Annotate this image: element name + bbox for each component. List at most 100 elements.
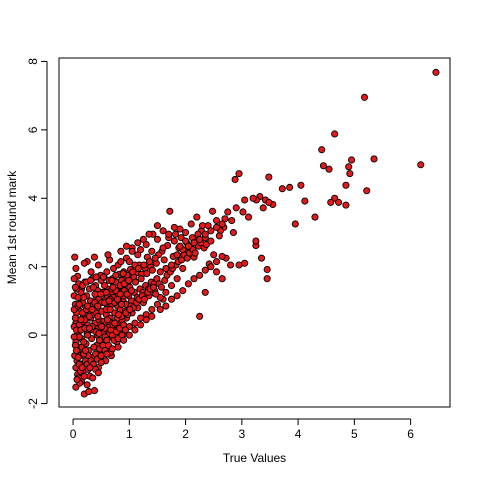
data-point	[71, 253, 79, 261]
data-point	[73, 376, 81, 384]
data-point	[241, 259, 249, 267]
data-point	[342, 181, 350, 189]
data-point	[417, 161, 425, 169]
data-point	[207, 227, 215, 235]
data-point	[235, 170, 243, 178]
data-point	[363, 187, 371, 195]
data-point	[131, 326, 139, 334]
data-point	[162, 264, 170, 272]
data-point	[125, 258, 133, 266]
data-point	[80, 338, 88, 346]
data-point	[232, 204, 240, 212]
data-point	[346, 170, 354, 178]
data-point	[81, 346, 89, 355]
data-point	[86, 364, 94, 372]
y-axis-title: Mean 1st round mark	[5, 170, 19, 284]
data-point	[345, 163, 353, 171]
data-point	[210, 251, 218, 259]
data-point	[239, 208, 247, 216]
data-point	[191, 249, 199, 257]
data-point	[196, 312, 204, 320]
data-point	[311, 213, 319, 221]
x-tick-label: 5	[351, 427, 358, 441]
data-point	[187, 220, 195, 228]
data-point	[265, 198, 273, 206]
data-point	[77, 316, 85, 324]
data-point	[170, 223, 178, 231]
data-point	[102, 288, 110, 296]
x-tick-label: 3	[238, 427, 245, 441]
data-point	[90, 253, 98, 261]
data-point	[85, 324, 93, 332]
data-point	[116, 290, 124, 298]
data-point	[137, 275, 145, 283]
data-point	[196, 271, 204, 279]
data-point	[360, 93, 369, 101]
data-point	[201, 230, 209, 238]
data-point	[148, 305, 156, 314]
data-point	[153, 222, 161, 230]
x-tick-label: 0	[70, 427, 77, 441]
data-point	[249, 194, 257, 202]
data-point	[99, 273, 107, 281]
data-point	[227, 261, 235, 269]
data-point	[241, 196, 249, 204]
data-point	[265, 173, 273, 181]
data-point	[125, 276, 133, 284]
data-point	[331, 130, 339, 138]
y-tick-label: 4	[26, 195, 40, 202]
data-point	[74, 353, 82, 361]
data-point	[335, 198, 343, 206]
data-point	[105, 297, 113, 305]
data-point	[126, 305, 134, 314]
data-point	[228, 216, 236, 225]
data-point	[159, 227, 167, 235]
data-point	[171, 230, 180, 238]
data-point	[146, 258, 154, 266]
data-point	[90, 387, 98, 395]
data-point	[108, 276, 116, 284]
data-point	[103, 268, 111, 276]
data-point	[128, 247, 136, 255]
data-point	[152, 290, 160, 298]
data-point	[173, 251, 181, 259]
data-point	[140, 261, 148, 269]
x-tick-label: 2	[182, 427, 189, 441]
x-tick-label: 1	[126, 427, 133, 441]
data-point	[121, 326, 129, 334]
data-point	[259, 204, 267, 212]
data-point	[156, 305, 164, 314]
data-point	[166, 207, 174, 215]
data-point	[347, 156, 356, 164]
data-point	[370, 155, 378, 163]
data-point	[142, 316, 150, 324]
data-point	[88, 305, 96, 314]
data-point	[278, 185, 286, 193]
data-point	[173, 275, 181, 283]
data-point	[104, 251, 112, 259]
data-point	[167, 295, 176, 303]
data-point	[190, 239, 198, 247]
x-axis-title: True Values	[223, 451, 286, 465]
data-point	[119, 270, 127, 278]
data-point	[291, 220, 299, 228]
data-point	[157, 283, 165, 291]
data-point	[109, 283, 117, 291]
data-point	[103, 316, 111, 324]
data-point	[190, 275, 198, 283]
data-point	[70, 275, 78, 283]
data-point	[129, 268, 137, 276]
data-point	[80, 372, 88, 380]
data-point	[148, 247, 156, 255]
data-point	[108, 345, 116, 353]
data-point	[301, 197, 309, 205]
data-point	[111, 319, 119, 327]
data-point	[252, 237, 260, 245]
data-point	[125, 331, 133, 339]
y-tick-label: 2	[26, 263, 40, 270]
data-point	[297, 181, 305, 189]
data-point	[224, 208, 232, 216]
data-point	[145, 230, 153, 238]
data-point	[162, 288, 170, 296]
y-tick-label: 8	[26, 58, 40, 65]
